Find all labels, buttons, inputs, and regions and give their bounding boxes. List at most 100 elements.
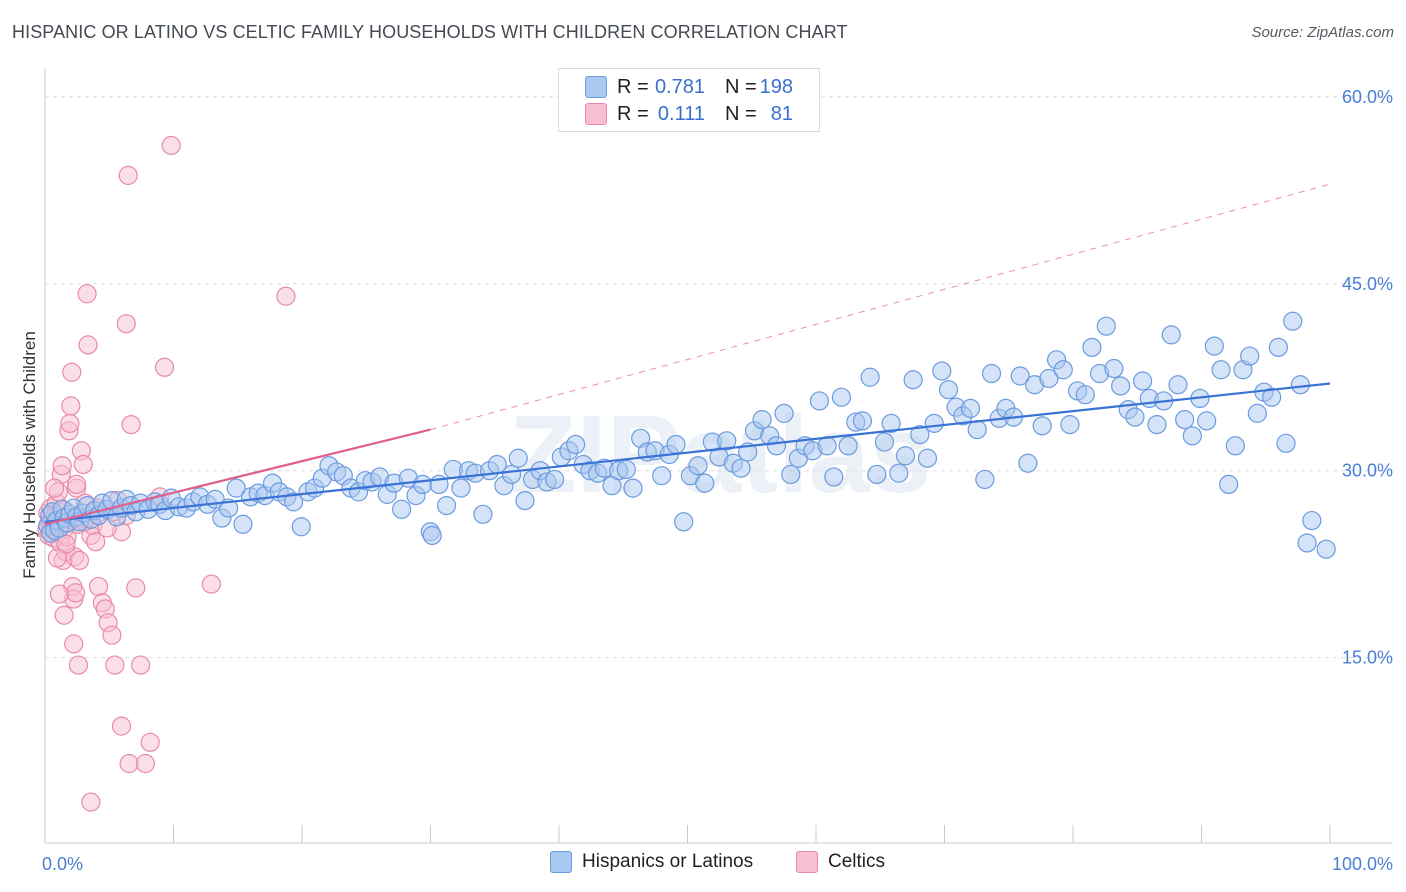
celtics-point <box>118 165 138 185</box>
hispanic-point <box>917 448 938 468</box>
legend-r-value: 0.111 <box>657 102 705 125</box>
hispanic-point <box>1147 414 1167 435</box>
hispanic-point <box>1297 533 1317 553</box>
celtics-point <box>66 474 87 495</box>
celtics-point <box>54 605 74 625</box>
source-label: Source: ZipAtlas.com <box>1251 24 1394 41</box>
legend-item-hispanic[interactable]: Hispanics or Latinos <box>550 851 753 873</box>
hispanic-point <box>1168 375 1188 395</box>
hispanic-point <box>860 367 880 387</box>
hispanic-point <box>666 434 686 455</box>
hispanic-point <box>1247 403 1267 423</box>
hispanic-point <box>932 361 952 381</box>
celtics-point <box>61 396 81 416</box>
hispanic-point <box>867 464 887 485</box>
hispanic-point <box>1262 387 1282 407</box>
hispanic-point <box>413 474 433 495</box>
celtics-point <box>111 716 132 736</box>
celtics-point <box>140 732 160 752</box>
hispanic-point <box>1175 410 1195 430</box>
hispanic-point <box>674 512 694 532</box>
legend-label-hispanic: Hispanics or Latinos <box>582 851 754 872</box>
y-tick-label: 45.0% <box>1342 274 1393 294</box>
hispanic-point <box>451 478 471 498</box>
hispanic-point <box>226 478 246 498</box>
hispanic-point <box>695 473 715 493</box>
celtics-point <box>52 456 72 476</box>
celtics-point <box>44 478 65 498</box>
y-tick-label: 15.0% <box>1342 648 1393 668</box>
hispanic-point <box>1082 337 1102 357</box>
celtics-point <box>65 583 86 603</box>
tick-labels: 15.0% 30.0% 45.0% 60.0% 0.0% 100.0% <box>42 87 1393 874</box>
celtics-point <box>47 548 68 568</box>
hispanic-point <box>1104 358 1124 379</box>
hispanic-point <box>781 464 801 485</box>
hispanic-point <box>903 370 923 390</box>
hispanic-point <box>938 380 959 400</box>
celtics-point <box>78 335 98 355</box>
celtics-point <box>131 655 151 675</box>
celtics-points <box>37 135 296 812</box>
celtics-point <box>154 357 175 377</box>
hispanic-point <box>508 448 528 468</box>
hispanic-point <box>809 391 830 411</box>
legend-n-label: N = <box>725 75 757 98</box>
legend-n-label: N = <box>725 102 757 125</box>
axes <box>44 68 1392 844</box>
hispanic-point <box>1204 336 1224 356</box>
hispanic-point <box>566 434 586 455</box>
legend-n-value: 198 <box>759 75 793 98</box>
hispanic-point <box>1283 311 1303 331</box>
celtics-point <box>116 314 136 334</box>
hispanic-point <box>1316 539 1336 559</box>
legend-row-hispanic: R = 0.781 N = 198 <box>559 73 819 101</box>
celtics-point <box>201 574 221 594</box>
hispanic-point <box>392 499 412 519</box>
celtics-point <box>119 753 139 774</box>
hispanic-point <box>515 491 535 511</box>
hispanic-point <box>1096 316 1116 336</box>
hispanic-point <box>1060 414 1080 435</box>
hispanic-point <box>910 424 930 445</box>
celtics-point <box>69 550 90 571</box>
hispanic-point <box>774 403 794 423</box>
hispanic-point <box>1240 346 1260 366</box>
legend-row-celtics: R = 0.111 N = 81 <box>559 100 819 128</box>
hispanic-point <box>975 469 995 490</box>
legend-r-value: 0.781 <box>654 75 705 98</box>
hispanic-point <box>1125 407 1145 427</box>
hispanic-point <box>623 478 643 498</box>
hispanic-point <box>889 463 909 483</box>
hispanic-point <box>1075 385 1095 405</box>
hispanic-point <box>1211 360 1231 380</box>
stats-legend: R = 0.781 N = 198 R = 0.111 N = 81 <box>558 68 820 132</box>
hispanic-point <box>1268 337 1288 357</box>
celtics-point <box>102 625 122 645</box>
hispanic-point <box>1010 366 1030 386</box>
hispanic-point <box>283 492 304 512</box>
celtics-point <box>105 655 125 675</box>
legend-item-celtics[interactable]: Celtics <box>796 851 885 873</box>
hispanic-point <box>422 525 442 546</box>
hispanic-point <box>545 469 565 490</box>
celtics-point <box>88 576 109 597</box>
hispanic-point <box>731 458 751 478</box>
hispanic-point <box>436 495 457 516</box>
hispanic-points <box>38 311 1336 559</box>
hispanic-point <box>1039 368 1059 389</box>
hispanic-point <box>981 363 1002 384</box>
celtics-point <box>56 534 76 554</box>
hispanic-point <box>817 436 837 456</box>
y-tick-label: 30.0% <box>1342 461 1393 481</box>
hispanic-point <box>688 456 708 476</box>
hispanic-point <box>616 459 636 480</box>
legend-label-celtics: Celtics <box>828 851 886 872</box>
celtics-point <box>62 362 82 382</box>
legend-r-label: R = <box>617 75 649 98</box>
celtics-point <box>64 634 84 654</box>
celtics-point <box>81 792 101 812</box>
hispanic-point <box>1219 474 1239 495</box>
legend-n-value: 81 <box>770 102 793 125</box>
